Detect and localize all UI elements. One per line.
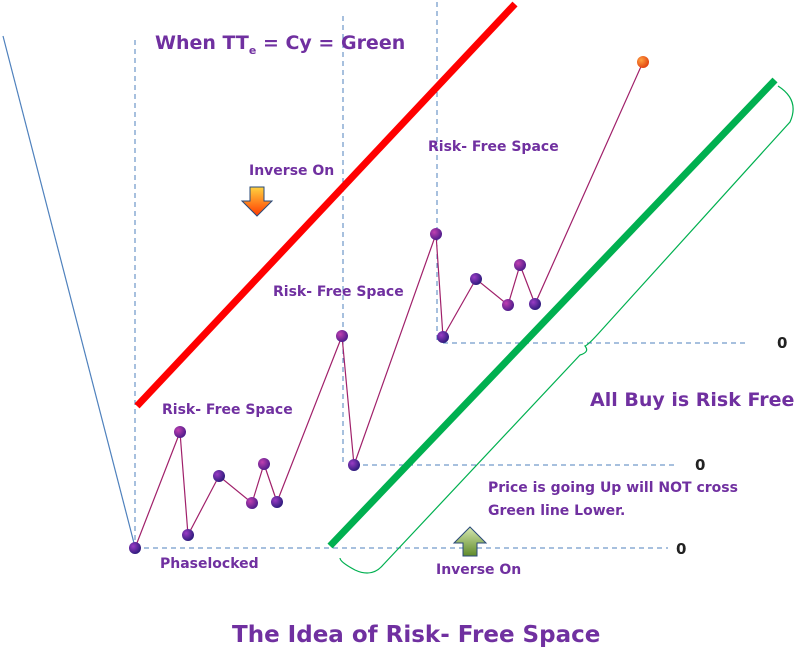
zero-label-mid: 0 [695, 456, 706, 474]
footer-title: The Idea of Risk- Free Space [232, 622, 601, 648]
up-arrow-icon [452, 526, 488, 557]
left-diagonal-line [2, 35, 136, 548]
formula-prefix: When TT [155, 32, 249, 54]
all-buy-label: All Buy is Risk Free [590, 389, 795, 411]
price-node [430, 228, 442, 240]
formula-suffix: = Cy = Green [256, 32, 406, 54]
green-lower-line [327, 77, 778, 549]
price-node [271, 496, 283, 508]
zero-label-bottom: 0 [676, 540, 687, 558]
price-node [470, 273, 482, 285]
price-node [213, 470, 225, 482]
price-note-line1: Price is going Up will NOT cross [488, 480, 738, 496]
price-node [437, 331, 449, 343]
phaselocked-label: Phaselocked [160, 556, 259, 572]
zero-label-top: 0 [777, 334, 788, 352]
header-formula: When TTe = Cy = Green [155, 32, 405, 57]
price-node [514, 259, 526, 271]
price-node [502, 299, 514, 311]
risk-free-label-2: Risk- Free Space [273, 284, 404, 300]
red-upper-line [134, 1, 518, 409]
down-arrow-icon [240, 186, 274, 217]
price-path [134, 61, 644, 549]
price-node [174, 426, 186, 438]
risk-free-label-1: Risk- Free Space [162, 402, 293, 418]
price-node [246, 497, 258, 509]
price-note-line2: Green line Lower. [488, 503, 626, 519]
formula-subscript: e [248, 43, 257, 57]
price-node [129, 542, 141, 554]
price-node [258, 458, 270, 470]
price-node [182, 529, 194, 541]
inverse-on-top-label: Inverse On [249, 163, 335, 179]
risk-free-label-3: Risk- Free Space [428, 139, 559, 155]
green-bracket [339, 85, 794, 574]
price-node [529, 298, 541, 310]
price-node-top [637, 56, 649, 68]
price-node [336, 330, 348, 342]
price-node [348, 459, 360, 471]
inverse-on-bottom-label: Inverse On [436, 562, 522, 578]
